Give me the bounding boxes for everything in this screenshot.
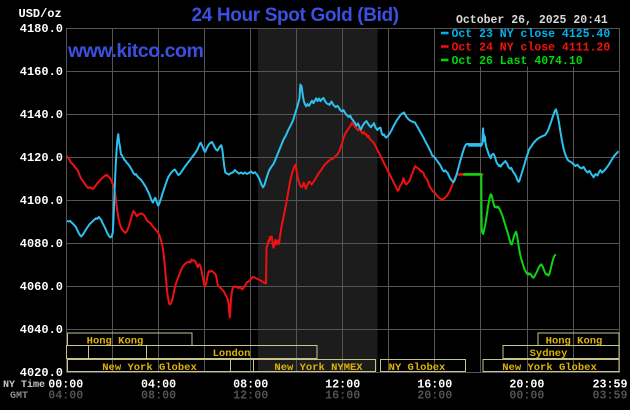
svg-text:00:00: 00:00: [48, 378, 83, 392]
svg-text:4020.0: 4020.0: [20, 366, 63, 380]
svg-text:20:00: 20:00: [417, 389, 452, 403]
svg-text:Sydney: Sydney: [530, 348, 569, 360]
svg-text:October 26, 2025 20:41: October 26, 2025 20:41: [456, 14, 608, 27]
svg-text:GMT: GMT: [10, 391, 28, 402]
svg-text:12:00: 12:00: [233, 389, 268, 403]
svg-text:New York Globex: New York Globex: [102, 362, 197, 374]
svg-text:08:00: 08:00: [141, 389, 176, 403]
svg-text:4180.0: 4180.0: [20, 22, 63, 36]
svg-text:4100.0: 4100.0: [20, 194, 63, 208]
svg-text:16:00: 16:00: [417, 378, 452, 392]
svg-text:24 Hour Spot Gold (Bid): 24 Hour Spot Gold (Bid): [192, 5, 399, 26]
svg-text:www.kitco.com: www.kitco.com: [67, 40, 203, 62]
svg-text:London: London: [213, 348, 251, 360]
svg-text:08:00: 08:00: [233, 378, 268, 392]
svg-text:4060.0: 4060.0: [20, 280, 63, 294]
svg-text:20:00: 20:00: [509, 378, 544, 392]
svg-text:4160.0: 4160.0: [20, 65, 63, 79]
svg-text:04:00: 04:00: [48, 389, 83, 403]
svg-text:00:00: 00:00: [509, 389, 544, 403]
svg-text:Oct 26 Last 4074.10: Oct 26 Last 4074.10: [452, 55, 583, 68]
svg-text:Hong Kong: Hong Kong: [546, 336, 603, 348]
svg-text:23:59: 23:59: [592, 378, 627, 392]
svg-text:4080.0: 4080.0: [20, 237, 63, 251]
svg-text:12:00: 12:00: [325, 378, 360, 392]
svg-text:Hong Kong: Hong Kong: [87, 336, 144, 348]
svg-text:4140.0: 4140.0: [20, 108, 63, 122]
svg-text:NY Time: NY Time: [3, 379, 45, 391]
svg-text:16:00: 16:00: [325, 389, 360, 403]
svg-text:New York Globex: New York Globex: [502, 362, 597, 374]
svg-text:03:59: 03:59: [592, 389, 627, 403]
svg-text:Oct 23 NY close 4125.40: Oct 23 NY close 4125.40: [452, 28, 611, 41]
svg-text:4120.0: 4120.0: [20, 151, 63, 165]
svg-text:04:00: 04:00: [141, 378, 176, 392]
svg-text:4040.0: 4040.0: [20, 323, 63, 337]
svg-text:USD/oz: USD/oz: [19, 7, 62, 21]
svg-text:NY Globex: NY Globex: [389, 362, 446, 374]
svg-text:New York NYMEX: New York NYMEX: [274, 362, 363, 374]
svg-text:Oct 24 NY close 4111.20: Oct 24 NY close 4111.20: [452, 42, 611, 55]
